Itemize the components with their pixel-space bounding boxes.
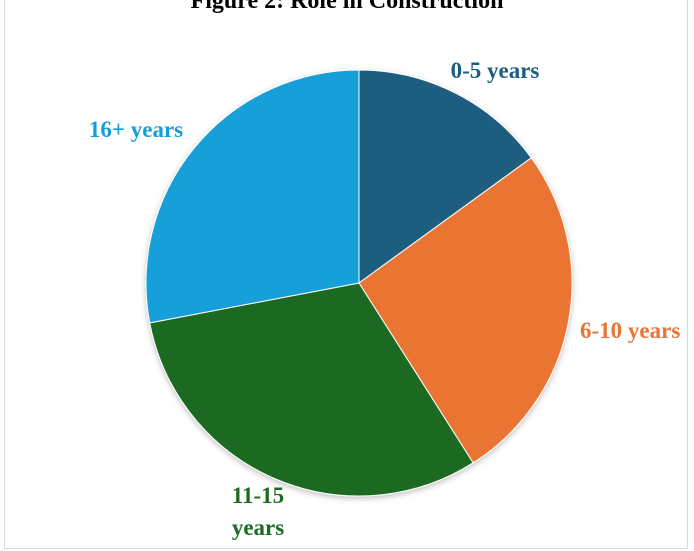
slice-label-11-15-years: 11-15 years	[232, 483, 284, 540]
slice-label-0-5-years: 0-5 years	[451, 58, 540, 83]
pie-slice-0-5-years	[358, 69, 533, 284]
pie-slice-11-15-years	[149, 282, 474, 497]
chart-title: Figure 2: Role in Construction	[190, 0, 504, 14]
pie-slice-16plus-years	[145, 69, 360, 324]
slice-label-6-10-years: 6-10 years	[580, 318, 680, 343]
pie-slice-6-10-years	[358, 157, 573, 464]
slice-label-16plus-years: 16+ years	[89, 117, 183, 142]
